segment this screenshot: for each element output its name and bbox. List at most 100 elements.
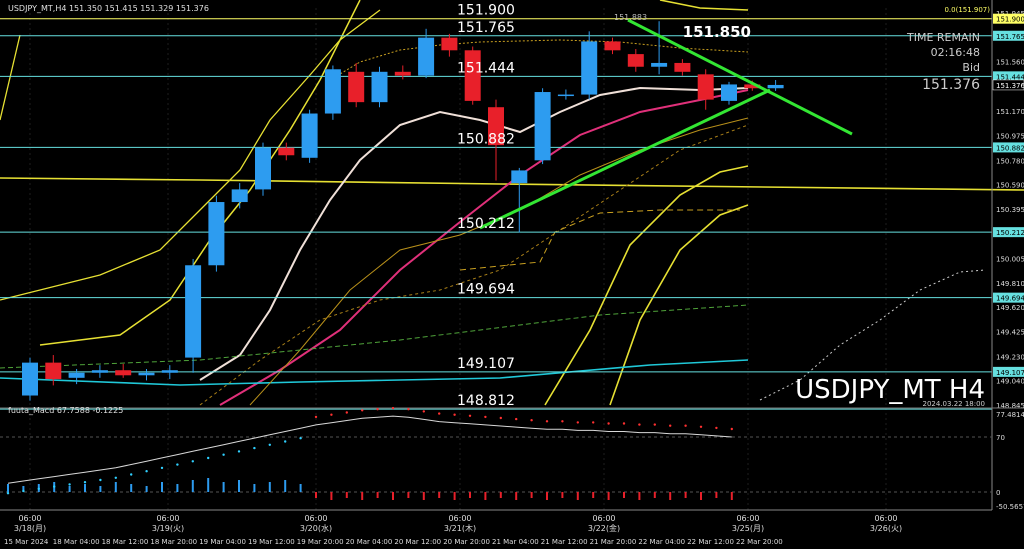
candle-body: [627, 54, 644, 67]
trend-lines[interactable]: [479, 18, 853, 230]
level-price-tag: [993, 13, 1024, 24]
price-tick-label: 149.425: [996, 329, 1024, 337]
macd-dot: [638, 423, 641, 426]
candle-body: [255, 147, 271, 190]
day-date-label: 3/22(金): [588, 523, 620, 533]
level-price-tag: [993, 227, 1024, 238]
price-tick-label: 148.845: [996, 402, 1024, 410]
timestamp-watermark: 2024.03.22 18:00: [923, 400, 985, 408]
level-price-tag-text: 151.900: [996, 16, 1024, 24]
macd-dot: [361, 409, 364, 412]
level-label: 148.812: [457, 393, 515, 409]
candle-body: [371, 71, 388, 103]
time-tick-label: 18 Mar 20:00: [150, 538, 197, 546]
macd-dot: [284, 440, 287, 443]
candle-body: [604, 41, 621, 51]
upper-dotted: [329, 39, 749, 81]
candle-body: [441, 37, 458, 51]
macd-dot: [145, 470, 148, 473]
horizontal-yellow: [0, 177, 1024, 191]
macd-dot: [684, 424, 687, 427]
candle-body: [208, 202, 225, 266]
macd-dot: [468, 414, 472, 417]
macd-dot: [592, 421, 595, 424]
macd-dot: [407, 408, 410, 411]
time-tick-label: 15 Mar 2024: [4, 538, 49, 546]
time-tick-label: 20 Mar 20:00: [443, 538, 490, 546]
symbol-info: USDJPY_MT,H4 151.350 151.415 151.329 151…: [8, 4, 209, 13]
upper-band-2: [0, 9, 381, 301]
level-price-tag: [993, 292, 1024, 303]
time-axis: 06:003/18(月)06:003/19(火)06:003/20(水)06:0…: [0, 509, 992, 546]
ma-green: [0, 304, 749, 369]
candle-body: [721, 84, 737, 101]
day-time-label: 06:00: [156, 514, 179, 523]
candle-body: [674, 62, 691, 72]
bid-label: Bid: [962, 61, 980, 74]
price-tick-label: 150.590: [996, 181, 1024, 189]
day-date-label: 3/18(月): [14, 524, 46, 533]
macd-dot: [730, 427, 733, 431]
macd-dot: [299, 437, 302, 440]
candle-body: [301, 113, 318, 158]
macd-panel: 77.4814 70 0 -50.5657: [0, 406, 1024, 511]
macd-dot: [314, 415, 318, 419]
macd-dot: [37, 487, 40, 490]
candle-body: [488, 107, 504, 146]
macd-dot: [130, 473, 133, 476]
candle-body: [278, 147, 295, 156]
macd-dot: [715, 426, 718, 430]
day-date-label: 3/19(火): [152, 524, 184, 533]
time-tick-label: 20 Mar 12:00: [394, 538, 441, 546]
price-tick-label: 150.780: [996, 157, 1024, 165]
macd-dot: [22, 489, 25, 493]
high-marker: 151.883: [614, 13, 647, 22]
macd-tick-label: 70: [996, 434, 1005, 442]
candle-body: [348, 71, 365, 103]
price-tick-label: 151.170: [996, 108, 1024, 116]
day-time-label: 06:00: [592, 514, 615, 523]
candle-body: [138, 372, 155, 376]
time-tick-label: 18 Mar 04:00: [53, 538, 100, 546]
macd-tick-label: 0: [996, 489, 1000, 497]
trendline-up: [479, 88, 771, 230]
ma-cyan: [0, 359, 749, 386]
time-tick-label: 21 Mar 20:00: [590, 538, 637, 546]
time-tick-label: 18 Mar 12:00: [102, 538, 149, 546]
day-time-label: 06:00: [18, 514, 41, 523]
level-label: 150.212: [457, 216, 515, 232]
candles: [22, 21, 784, 401]
macd-dot: [160, 466, 164, 470]
time-tick-label: 22 Mar 20:00: [736, 538, 783, 546]
candle-body: [185, 265, 202, 358]
candle-body: [651, 62, 668, 67]
candle-body: [394, 71, 411, 76]
level-price-tag: [993, 366, 1024, 377]
macd-dot: [561, 420, 564, 423]
macd-dot: [515, 417, 518, 421]
time-tick-label: 19 Mar 04:00: [199, 538, 246, 546]
macd-dot: [222, 453, 225, 456]
lower-band: [544, 165, 749, 406]
level-price-tag-text: 151.765: [996, 33, 1024, 41]
level-label: 151.444: [457, 60, 515, 76]
macd-dot: [191, 460, 194, 463]
candle-body: [115, 370, 132, 376]
bid-tag-text: 151.376: [996, 82, 1024, 90]
macd-dot: [438, 412, 441, 415]
macd-info: fuuta_Macd 67.7588 -0.1225: [8, 406, 123, 415]
time-tick-label: 20 Mar 04:00: [346, 538, 393, 546]
macd-tick-label: -50.5657: [996, 503, 1024, 511]
bid-tag: [992, 79, 1024, 91]
level-label: 149.694: [457, 282, 515, 298]
macd-dot: [237, 450, 241, 453]
time-tick-label: 19 Mar 20:00: [297, 538, 344, 546]
band-left: [0, 34, 21, 121]
level-price-tag-text: 151.444: [996, 73, 1024, 81]
macd-dot: [453, 413, 456, 416]
macd-dot: [622, 422, 626, 425]
candle-body: [91, 370, 108, 373]
